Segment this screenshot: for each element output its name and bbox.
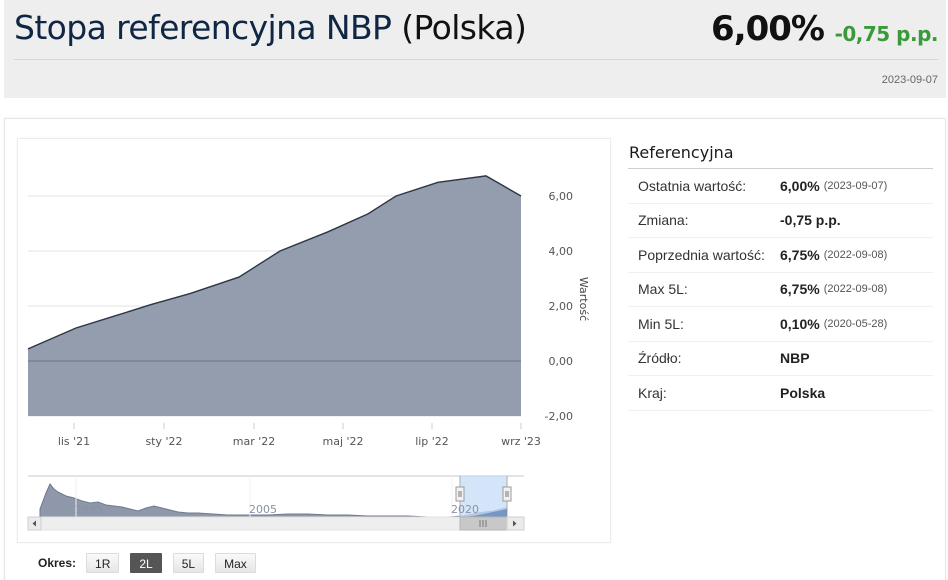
info-heading: Referencyjna: [628, 138, 933, 169]
x-tick-label: lis '21: [58, 435, 90, 448]
info-key: Ostatnia wartość:: [638, 177, 747, 194]
period-selector: Okres: 1R 2L 5L Max: [38, 553, 267, 573]
page-title: Stopa referencyjna NBP (Polska): [14, 8, 527, 47]
info-key: Źródło:: [638, 350, 682, 367]
navigator-handle-right[interactable]: [502, 486, 512, 502]
navigator-tick-label: 2005: [249, 503, 277, 516]
info-panel: Referencyjna Ostatnia wartość: 6,00% (20…: [628, 138, 933, 411]
y-tick-label: 0,00: [549, 355, 574, 368]
arrow-right-icon: [513, 520, 517, 527]
info-row-max-5y: Max 5L: 6,75% (2022-09-08): [628, 273, 933, 307]
x-tick-label: mar '22: [233, 435, 276, 448]
info-row-previous-value: Poprzednia wartość: 6,75% (2022-09-08): [628, 238, 933, 273]
area-series[interactable]: [27, 175, 522, 416]
y-tick-label: 4,00: [549, 245, 574, 258]
y-tick-label: -2,00: [545, 410, 573, 423]
navigator-tick-label: 1995: [75, 503, 103, 516]
area-fill: [28, 175, 521, 416]
info-date: (2023-09-07): [823, 179, 888, 192]
info-value: 0,10%: [780, 315, 820, 332]
info-key: Max 5L:: [638, 281, 688, 298]
navigator-tick-label: 2020: [451, 503, 479, 516]
y-axis: 6,00 4,00 2,00 0,00 -2,00: [545, 190, 573, 423]
navigator-selection[interactable]: [460, 476, 507, 517]
x-tick-label: sty '22: [145, 435, 182, 448]
value-change: -0,75 p.p.: [834, 22, 939, 46]
navigator-ticks: 1995 2005 2020: [75, 476, 479, 517]
info-row-country: Kraj: Polska: [628, 376, 933, 411]
indicator-country: (Polska): [401, 8, 527, 47]
period-button-max[interactable]: Max: [215, 553, 256, 573]
info-date: (2020-05-28): [823, 317, 888, 330]
indicator-name: Stopa referencyjna NBP: [14, 8, 392, 47]
x-tick-label: lip '22: [415, 435, 449, 448]
info-row-min-5y: Min 5L: 0,10% (2020-05-28): [628, 307, 933, 342]
info-key: Min 5L:: [638, 315, 684, 332]
scrollbar-track[interactable]: [27, 516, 525, 531]
y-tick-label: 6,00: [549, 190, 574, 203]
info-value: 6,75%: [780, 246, 820, 263]
info-key: Kraj:: [638, 384, 667, 401]
y-tick-label: 2,00: [549, 300, 574, 313]
header-panel: Stopa referencyjna NBP (Polska) 6,00% -0…: [4, 0, 946, 98]
info-row-source: Źródło: NBP: [628, 342, 933, 376]
info-date: (2022-09-08): [823, 248, 888, 261]
info-value: NBP: [780, 350, 810, 367]
series-line: [27, 175, 522, 350]
info-value: 6,75%: [780, 281, 820, 298]
x-axis: lis '21 sty '22 mar '22 maj '22 lip '22 wrz '…: [58, 423, 541, 448]
info-value: 6,00%: [780, 177, 820, 194]
info-value: Polska: [780, 384, 826, 401]
x-tick-label: wrz '23: [501, 435, 541, 448]
current-value: 6,00%: [711, 9, 825, 49]
header-divider: [14, 59, 938, 60]
chart-container: 6,00 4,00 2,00 0,00 -2,00 Wartość lis '21 sty…: [17, 138, 611, 543]
info-row-last-value: Ostatnia wartość: 6,00% (2023-09-07): [628, 169, 933, 204]
info-key: Zmiana:: [638, 212, 689, 229]
navigator[interactable]: 1995 2005 2020: [27, 475, 525, 531]
info-date: (2022-09-08): [823, 283, 888, 296]
x-tick-label: maj '22: [322, 435, 363, 448]
period-button-1r[interactable]: 1R: [86, 553, 120, 573]
info-key: Poprzednia wartość:: [638, 246, 765, 263]
period-label: Okres:: [38, 556, 77, 570]
period-button-5l[interactable]: 5L: [172, 553, 205, 573]
arrow-left-icon: [32, 520, 36, 527]
y-axis-label: Wartość: [577, 277, 590, 321]
period-button-2l[interactable]: 2L: [130, 553, 162, 573]
navigator-handle-left[interactable]: [455, 486, 465, 502]
info-value: -0,75 p.p.: [780, 212, 841, 229]
info-row-change: Zmiana: -0,75 p.p.: [628, 204, 933, 238]
value-date: 2023-09-07: [881, 74, 938, 86]
rate-chart[interactable]: 6,00 4,00 2,00 0,00 -2,00 Wartość lis '21 sty…: [18, 139, 612, 544]
